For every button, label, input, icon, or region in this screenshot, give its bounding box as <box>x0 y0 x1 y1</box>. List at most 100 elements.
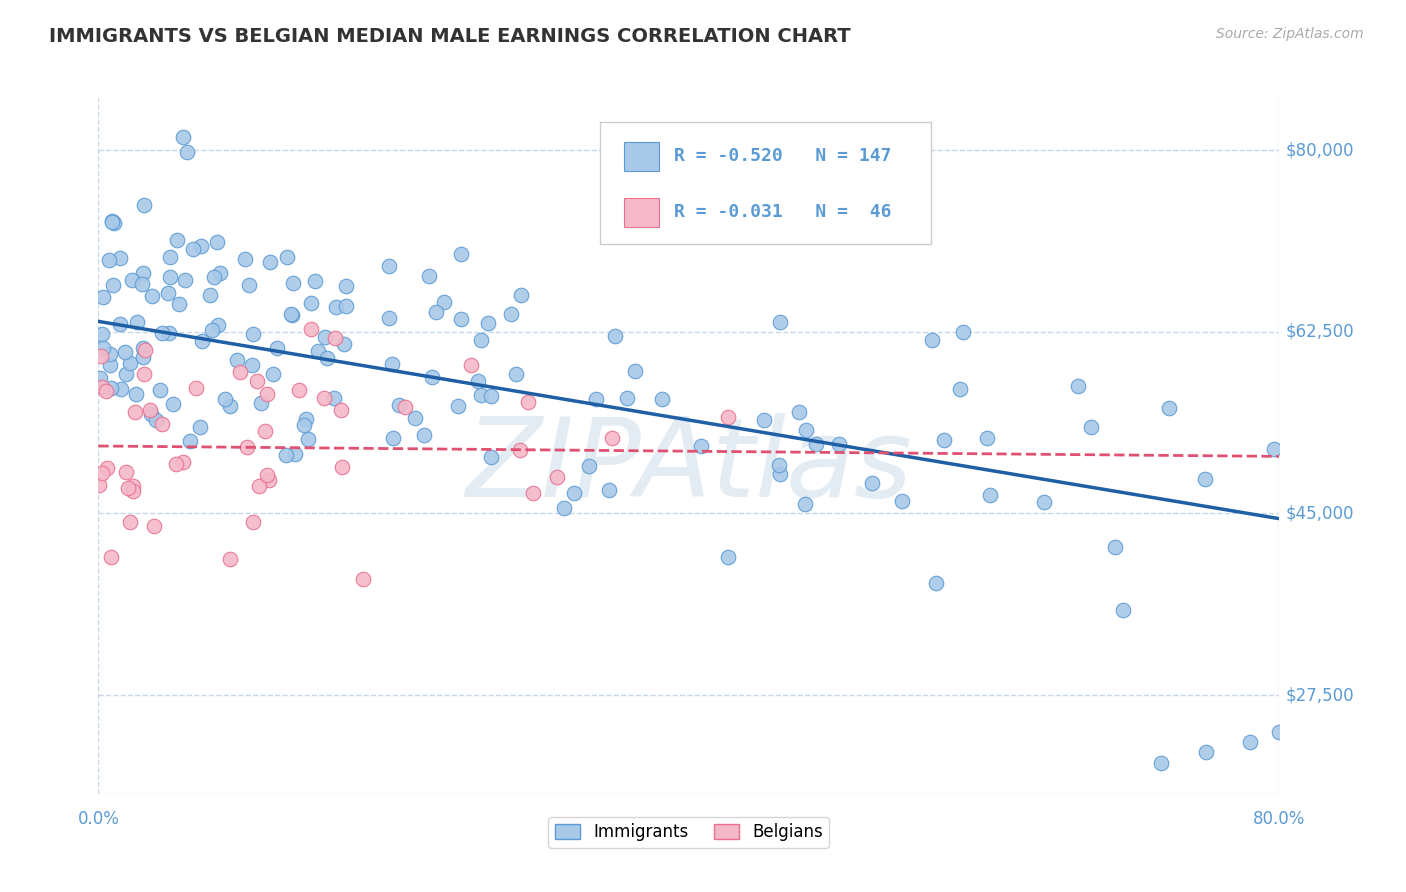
Point <box>323 331 346 345</box>
Point <box>162 397 184 411</box>
Point <box>176 145 198 159</box>
Legend: Immigrants, Belgians: Immigrants, Belgians <box>548 817 830 848</box>
Text: Source: ZipAtlas.com: Source: ZipAtlas.com <box>1216 27 1364 41</box>
Text: $27,500: $27,500 <box>1285 686 1354 704</box>
Point <box>108 318 131 332</box>
Point <box>422 369 444 384</box>
Point <box>553 501 575 516</box>
Point <box>388 398 411 412</box>
Point <box>603 329 626 343</box>
Point <box>242 515 264 529</box>
Point <box>1194 472 1216 486</box>
Point <box>925 575 948 590</box>
Point <box>108 251 131 265</box>
Point <box>202 269 225 284</box>
Point <box>89 371 111 385</box>
Point <box>304 274 326 288</box>
Text: R = -0.031   N =  46: R = -0.031 N = 46 <box>673 202 891 220</box>
Point <box>115 465 138 479</box>
Point <box>157 285 180 300</box>
Point <box>125 387 148 401</box>
Point <box>214 392 236 406</box>
Point <box>335 299 357 313</box>
Point <box>188 419 211 434</box>
Point <box>949 382 972 396</box>
Point <box>280 309 302 323</box>
Point <box>404 411 426 425</box>
Point <box>132 367 155 381</box>
Point <box>467 374 489 388</box>
Point <box>921 333 943 347</box>
Point <box>1150 756 1173 770</box>
Point <box>226 352 249 367</box>
Point <box>235 440 257 454</box>
Point <box>717 409 740 424</box>
Point <box>281 276 304 290</box>
Point <box>247 478 270 492</box>
Point <box>450 247 472 261</box>
Point <box>114 345 136 359</box>
Point <box>479 389 502 403</box>
Point <box>159 270 181 285</box>
Point <box>256 387 278 401</box>
Point <box>312 391 335 405</box>
Point <box>976 431 998 445</box>
Point <box>101 215 124 229</box>
Point <box>90 380 112 394</box>
Point <box>522 486 544 500</box>
Point <box>307 344 329 359</box>
Point <box>394 400 416 414</box>
Point <box>181 242 204 256</box>
Point <box>979 487 1001 501</box>
Point <box>101 277 124 292</box>
Point <box>200 288 222 302</box>
Point <box>562 486 585 500</box>
Point <box>96 461 118 475</box>
Point <box>598 226 620 240</box>
Point <box>124 405 146 419</box>
Point <box>335 279 357 293</box>
Point <box>499 307 522 321</box>
Point <box>209 266 232 280</box>
Text: R = -0.520   N = 147: R = -0.520 N = 147 <box>673 147 891 165</box>
Point <box>717 549 740 564</box>
Point <box>143 519 166 533</box>
Point <box>323 391 346 405</box>
Point <box>149 383 172 397</box>
Point <box>259 254 281 268</box>
Point <box>413 427 436 442</box>
Point <box>115 367 138 381</box>
Point <box>768 458 790 472</box>
Point <box>330 460 353 475</box>
Point <box>89 477 111 491</box>
Point <box>297 432 319 446</box>
Point <box>122 478 145 492</box>
Point <box>860 475 883 490</box>
Point <box>787 405 810 419</box>
Point <box>1157 401 1180 416</box>
Point <box>598 483 620 498</box>
Point <box>804 437 827 451</box>
Point <box>505 368 527 382</box>
Point <box>827 437 849 451</box>
Point <box>190 334 212 348</box>
Point <box>433 294 456 309</box>
Point <box>101 214 124 228</box>
Point <box>332 336 354 351</box>
Point <box>378 259 401 273</box>
Point <box>509 443 531 458</box>
Point <box>1080 420 1102 434</box>
Point <box>100 381 122 395</box>
Point <box>477 316 499 330</box>
Point <box>352 572 374 586</box>
Point <box>299 322 322 336</box>
Point <box>793 497 815 511</box>
Point <box>120 516 142 530</box>
Point <box>150 326 173 340</box>
Text: $45,000: $45,000 <box>1285 505 1354 523</box>
Point <box>145 413 167 427</box>
Point <box>167 297 190 311</box>
Point <box>134 343 156 357</box>
Text: IMMIGRANTS VS BELGIAN MEDIAN MALE EARNINGS CORRELATION CHART: IMMIGRANTS VS BELGIAN MEDIAN MALE EARNIN… <box>49 27 851 45</box>
Point <box>139 403 162 417</box>
